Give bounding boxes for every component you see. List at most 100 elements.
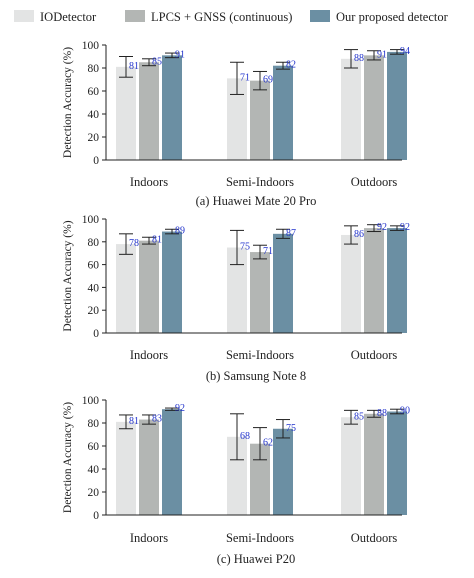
y-axis-label: Detection Accuracy (%) bbox=[62, 220, 74, 331]
y-tick-label: 20 bbox=[88, 132, 100, 144]
y-tick-label: 40 bbox=[88, 109, 100, 121]
bar-lpcs-gnss-continuous-indoors bbox=[139, 240, 159, 333]
value-label: 92 bbox=[175, 403, 185, 414]
bar-iodetector-indoors bbox=[116, 421, 136, 515]
value-label: 90 bbox=[400, 406, 410, 417]
value-label: 89 bbox=[175, 226, 185, 237]
value-label: 92 bbox=[377, 222, 387, 233]
value-label: 75 bbox=[240, 242, 250, 253]
bar-iodetector-outdoors bbox=[341, 234, 361, 333]
y-tick-label: 100 bbox=[82, 40, 100, 52]
y-tick-label: 20 bbox=[88, 305, 100, 317]
value-label: 81 bbox=[152, 235, 162, 246]
bar-our-proposed-detector-outdoors bbox=[387, 51, 407, 160]
value-label: 91 bbox=[175, 49, 185, 60]
value-label: 88 bbox=[377, 408, 387, 419]
value-label: 88 bbox=[354, 53, 364, 64]
bar-lpcs-gnss-continuous-semi-indoors bbox=[250, 252, 270, 333]
y-tick-label: 20 bbox=[88, 487, 100, 499]
bar-lpcs-gnss-continuous-indoors bbox=[139, 62, 159, 160]
bar-our-proposed-detector-indoors bbox=[162, 55, 182, 160]
chart-panel-2: 78 75 86 81 71 92 89 87 92 0 20 40 60 80 100 Detection … bbox=[62, 214, 410, 383]
bar-our-proposed-detector-indoors bbox=[162, 231, 182, 333]
y-tick-label: 0 bbox=[93, 155, 99, 167]
chart-title: (c) Huawei P20 bbox=[217, 552, 295, 566]
y-tick-label: 80 bbox=[88, 418, 100, 430]
bar-lpcs-gnss-continuous-indoors bbox=[139, 419, 159, 515]
charts: 81 71 88 85 69 91 91 82 94 0 20 40 60 80 100 Detection … bbox=[62, 40, 410, 566]
bar-our-proposed-detector-semi-indoors bbox=[273, 233, 293, 333]
bar-iodetector-semi-indoors bbox=[227, 78, 247, 160]
chart-title: (a) Huawei Mate 20 Pro bbox=[196, 194, 317, 208]
bar-iodetector-outdoors bbox=[341, 58, 361, 160]
bar-iodetector-indoors bbox=[116, 244, 136, 333]
y-tick-label: 40 bbox=[88, 464, 100, 476]
chart-panel-1: 81 71 88 85 69 91 91 82 94 0 20 40 60 80 100 Detection … bbox=[62, 40, 410, 208]
value-label: 85 bbox=[354, 411, 364, 422]
value-label: 87 bbox=[286, 228, 296, 239]
bar-lpcs-gnss-continuous-outdoors bbox=[364, 413, 384, 515]
y-tick-label: 60 bbox=[88, 86, 100, 98]
legend-swatch-lpcs-gnss bbox=[125, 10, 145, 22]
legend-label-iodetector: IODetector bbox=[40, 10, 97, 24]
y-tick-label: 100 bbox=[82, 214, 100, 226]
x-tick-label-indoors: Indoors bbox=[130, 175, 168, 189]
bar-lpcs-gnss-continuous-semi-indoors bbox=[250, 80, 270, 160]
value-label: 69 bbox=[263, 75, 273, 86]
value-label: 81 bbox=[129, 416, 139, 427]
bar-lpcs-gnss-continuous-semi-indoors bbox=[250, 443, 270, 515]
value-label: 71 bbox=[240, 72, 250, 83]
value-label: 81 bbox=[129, 61, 139, 72]
bar-lpcs-gnss-continuous-outdoors bbox=[364, 55, 384, 160]
y-tick-label: 80 bbox=[88, 237, 100, 249]
y-axis-label: Detection Accuracy (%) bbox=[62, 47, 74, 158]
bar-our-proposed-detector-outdoors bbox=[387, 411, 407, 515]
value-label: 68 bbox=[240, 431, 250, 442]
value-label: 94 bbox=[400, 46, 410, 57]
value-label: 83 bbox=[152, 414, 162, 425]
bar-iodetector-semi-indoors bbox=[227, 436, 247, 515]
bar-our-proposed-detector-semi-indoors bbox=[273, 65, 293, 160]
x-tick-label-indoors: Indoors bbox=[130, 531, 168, 545]
chart-title: (b) Samsung Note 8 bbox=[206, 369, 306, 383]
value-label: 91 bbox=[377, 49, 387, 60]
legend-swatch-proposed bbox=[310, 10, 330, 22]
y-axis-label: Detection Accuracy (%) bbox=[62, 402, 74, 513]
x-tick-label-outdoors: Outdoors bbox=[351, 531, 398, 545]
value-label: 62 bbox=[263, 438, 273, 449]
x-tick-label-semi-indoors: Semi-Indoors bbox=[226, 348, 294, 362]
y-tick-label: 40 bbox=[88, 282, 100, 294]
bar-iodetector-semi-indoors bbox=[227, 247, 247, 333]
chart-panel-3: 81 68 85 83 62 88 92 75 90 0 20 40 60 80 100 Detection … bbox=[62, 395, 410, 566]
y-tick-label: 60 bbox=[88, 441, 100, 453]
x-tick-label-indoors: Indoors bbox=[130, 348, 168, 362]
bar-our-proposed-detector-outdoors bbox=[387, 228, 407, 333]
y-tick-label: 100 bbox=[82, 395, 100, 407]
y-tick-label: 0 bbox=[93, 510, 99, 522]
y-tick-label: 80 bbox=[88, 63, 100, 75]
bar-iodetector-outdoors bbox=[341, 417, 361, 515]
bar-iodetector-indoors bbox=[116, 66, 136, 160]
value-label: 82 bbox=[286, 60, 296, 71]
value-label: 85 bbox=[152, 56, 162, 67]
value-label: 78 bbox=[129, 238, 139, 249]
x-tick-label-outdoors: Outdoors bbox=[351, 348, 398, 362]
value-label: 92 bbox=[400, 222, 410, 233]
bar-lpcs-gnss-continuous-outdoors bbox=[364, 228, 384, 333]
x-tick-label-outdoors: Outdoors bbox=[351, 175, 398, 189]
value-label: 86 bbox=[354, 229, 364, 240]
legend-label-proposed: Our proposed detector bbox=[336, 10, 449, 24]
bar-our-proposed-detector-semi-indoors bbox=[273, 428, 293, 515]
value-label: 75 bbox=[286, 423, 296, 434]
legend-swatch-iodetector bbox=[14, 10, 34, 22]
legend: IODetector LPCS + GNSS (continuous) Our … bbox=[14, 10, 449, 24]
legend-label-lpcs-gnss: LPCS + GNSS (continuous) bbox=[151, 10, 292, 24]
y-tick-label: 60 bbox=[88, 260, 100, 272]
x-tick-label-semi-indoors: Semi-Indoors bbox=[226, 175, 294, 189]
y-tick-label: 0 bbox=[93, 328, 99, 340]
bar-our-proposed-detector-indoors bbox=[162, 409, 182, 515]
x-tick-label-semi-indoors: Semi-Indoors bbox=[226, 531, 294, 545]
value-label: 71 bbox=[263, 246, 273, 257]
